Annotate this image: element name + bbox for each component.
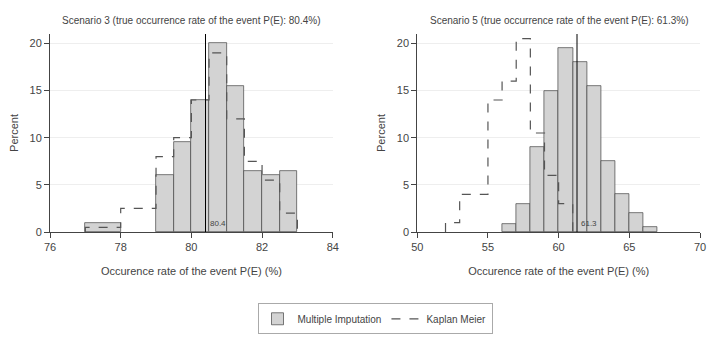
- svg-text:82: 82: [256, 241, 268, 253]
- svg-text:Percent: Percent: [8, 114, 20, 152]
- svg-text:Scenario 5 (true occurrence ra: Scenario 5 (true occurrence rate of the …: [430, 15, 688, 26]
- svg-text:60: 60: [553, 241, 565, 253]
- svg-text:80: 80: [185, 241, 197, 253]
- svg-text:70: 70: [694, 241, 706, 253]
- svg-text:78: 78: [115, 241, 127, 253]
- svg-text:55: 55: [482, 241, 494, 253]
- svg-text:Percent: Percent: [375, 114, 387, 152]
- svg-text:Occurence rate of the event P(: Occurence rate of the event P(E) (%): [101, 265, 282, 277]
- svg-text:65: 65: [623, 241, 635, 253]
- svg-text:76: 76: [44, 241, 56, 253]
- svg-text:Multiple Imputation: Multiple Imputation: [298, 314, 382, 325]
- svg-text:5: 5: [403, 179, 409, 191]
- svg-text:5: 5: [36, 179, 42, 191]
- svg-text:0: 0: [36, 226, 42, 238]
- svg-text:10: 10: [30, 132, 42, 144]
- svg-text:61.3: 61.3: [581, 219, 597, 228]
- svg-text:84: 84: [327, 241, 339, 253]
- svg-text:15: 15: [30, 84, 42, 96]
- svg-text:10: 10: [397, 132, 409, 144]
- svg-text:15: 15: [397, 84, 409, 96]
- svg-text:20: 20: [30, 37, 42, 49]
- svg-text:Kaplan Meier: Kaplan Meier: [426, 314, 486, 325]
- svg-text:0: 0: [403, 226, 409, 238]
- svg-text:80.4: 80.4: [210, 219, 226, 228]
- svg-text:20: 20: [397, 37, 409, 49]
- svg-text:Scenario 3 (true occurrence ra: Scenario 3 (true occurrence rate of the …: [62, 15, 320, 26]
- svg-text:Occurence rate of the event P(: Occurence rate of the event P(E) (%): [468, 265, 649, 277]
- svg-text:50: 50: [411, 241, 423, 253]
